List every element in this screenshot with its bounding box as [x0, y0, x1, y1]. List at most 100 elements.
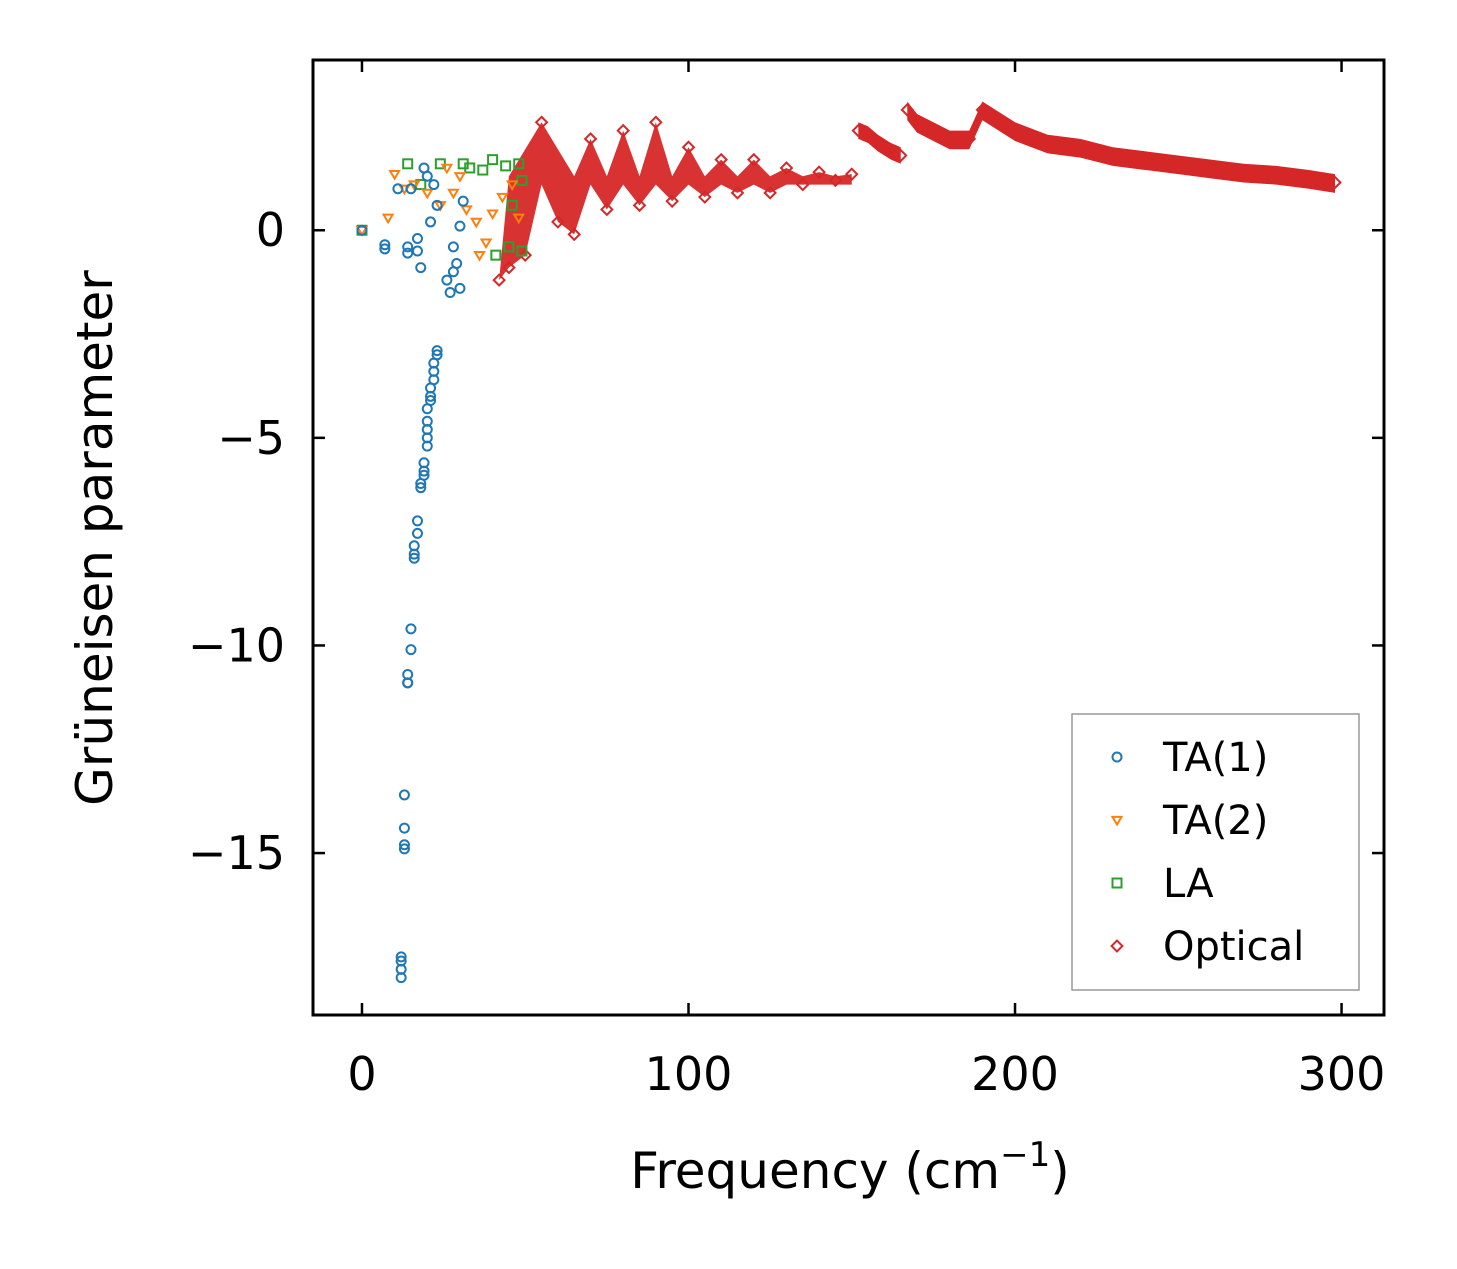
data-point	[844, 167, 859, 181]
data-point	[405, 183, 417, 195]
data-point	[381, 213, 395, 225]
data-point	[398, 843, 410, 855]
data-point	[418, 469, 430, 481]
data-point	[447, 188, 460, 200]
series-ta-1	[356, 162, 469, 984]
data-point	[421, 415, 433, 427]
data-point	[453, 172, 467, 183]
data-point	[402, 247, 414, 259]
data-point	[405, 644, 417, 656]
data-point	[479, 238, 493, 250]
data-point	[503, 241, 515, 253]
data-point	[851, 123, 866, 138]
data-point	[632, 198, 647, 213]
data-point	[893, 148, 908, 163]
data-point	[447, 241, 459, 253]
data-point	[398, 822, 410, 834]
data-point	[392, 183, 404, 195]
data-point	[763, 186, 777, 200]
data-point	[464, 162, 476, 174]
data-point	[355, 226, 369, 237]
data-point	[421, 188, 434, 200]
data-point	[861, 127, 875, 142]
data-point	[411, 245, 423, 257]
data-point	[975, 103, 990, 117]
legend-label: TA(2)	[1162, 798, 1268, 844]
legend-label: TA(1)	[1162, 735, 1268, 781]
data-point	[415, 262, 427, 274]
data-point	[415, 482, 427, 494]
x-axis-label: Frequency (cm−1)	[630, 1135, 1070, 1200]
legend-marker	[1110, 939, 1124, 953]
data-point	[1269, 167, 1284, 181]
data-point	[665, 194, 679, 208]
data-point	[486, 209, 499, 221]
data-point	[402, 158, 414, 170]
data-point	[513, 158, 525, 170]
data-point	[516, 174, 528, 186]
x-tick-label: 100	[645, 1047, 733, 1101]
data-point	[1302, 171, 1316, 186]
data-point	[567, 227, 582, 242]
legend-entry: LA	[1111, 861, 1214, 907]
data-point	[405, 623, 417, 635]
data-point	[431, 345, 443, 357]
data-point	[356, 224, 368, 236]
data-point	[649, 115, 663, 130]
legend-label: LA	[1163, 861, 1214, 907]
data-point	[411, 527, 423, 539]
data-point	[490, 249, 502, 261]
data-point	[487, 154, 499, 166]
data-point	[1008, 123, 1022, 138]
data-point	[1073, 140, 1088, 155]
data-point	[812, 165, 826, 179]
data-point	[473, 251, 486, 262]
data-point	[505, 180, 519, 192]
y-tick-label: −10	[188, 618, 285, 672]
legend-entry: Optical	[1110, 924, 1304, 970]
data-point	[506, 199, 518, 211]
data-point	[454, 220, 466, 232]
legend: TA(1) TA(2) LA Optical	[1071, 713, 1360, 991]
data-point	[942, 132, 957, 146]
data-point	[444, 287, 456, 299]
data-point	[910, 115, 924, 130]
data-point	[470, 217, 483, 229]
data-point	[616, 123, 631, 138]
data-point	[795, 177, 810, 192]
data-point	[477, 164, 489, 176]
data-point	[551, 215, 565, 229]
data-point	[516, 245, 528, 257]
legend-marker	[1111, 751, 1123, 763]
data-point	[871, 136, 885, 150]
data-point	[379, 239, 391, 251]
optical-band-mid-freq	[858, 122, 901, 164]
data-point	[779, 161, 794, 175]
data-point	[600, 202, 614, 217]
series-optical	[492, 103, 1342, 287]
optical-band	[499, 101, 1336, 281]
data-point	[512, 213, 525, 225]
data-point	[454, 282, 466, 294]
data-point	[496, 192, 509, 204]
data-point	[418, 457, 430, 469]
data-point	[518, 248, 533, 262]
data-point	[398, 839, 410, 851]
data-point	[900, 103, 915, 117]
data-point	[425, 216, 437, 228]
series-ta-2	[355, 163, 525, 262]
data-point	[425, 394, 437, 406]
data-point	[926, 123, 941, 138]
data-point	[1236, 165, 1251, 179]
data-point	[379, 243, 391, 255]
data-point	[441, 274, 453, 286]
data-point	[440, 163, 454, 175]
series-la	[356, 154, 528, 261]
data-point	[395, 951, 407, 963]
data-point	[583, 132, 598, 146]
legend-entry: TA(2)	[1110, 798, 1268, 844]
x-tick-label: 300	[1298, 1047, 1386, 1101]
data-point	[534, 115, 549, 130]
data-point	[411, 515, 423, 527]
y-tick-label: 0	[256, 203, 285, 257]
